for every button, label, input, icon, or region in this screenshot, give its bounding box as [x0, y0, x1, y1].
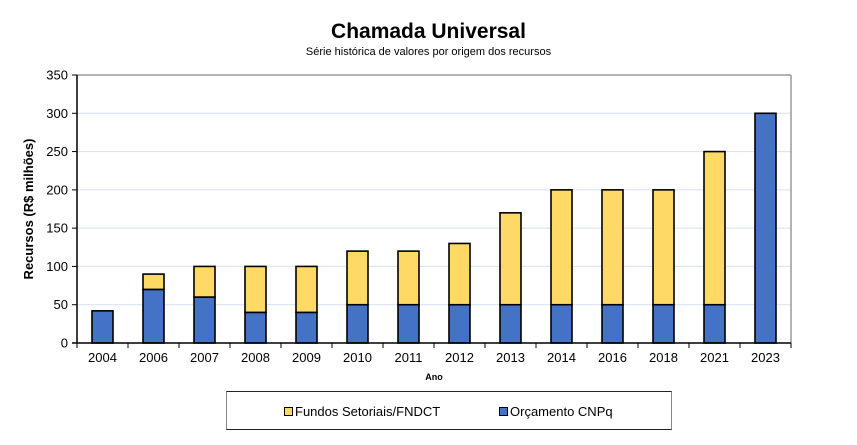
bar-fundos-2021 [703, 150, 726, 306]
bar-cnpq-2006 [142, 288, 165, 344]
x-tick-label: 2010 [343, 350, 372, 365]
bar-fundos-2012 [448, 242, 471, 306]
bar-cnpq-2016 [601, 303, 624, 344]
y-tick-label: 250 [46, 144, 68, 159]
y-tick-label: 200 [46, 182, 68, 197]
x-tick-label: 2009 [292, 350, 321, 365]
y-tick-label: 300 [46, 106, 68, 121]
legend-swatch-cnpq [499, 407, 508, 416]
x-tick-label: 2018 [649, 350, 678, 365]
x-tick-label: 2004 [88, 350, 117, 365]
x-tick-label: 2011 [395, 350, 423, 365]
legend-item-fundos: Fundos Setoriais/FNDCT [284, 404, 440, 419]
y-tick-label: 150 [46, 221, 68, 236]
bar-cnpq-2011 [397, 303, 420, 344]
bar-cnpq-2007 [193, 296, 216, 344]
y-tick-label: 350 [46, 68, 68, 83]
bar-fundos-2011 [397, 250, 420, 306]
bar-cnpq-2013 [499, 303, 522, 344]
bar-cnpq-2012 [448, 303, 471, 344]
bars [91, 112, 777, 344]
y-tick-label: 100 [46, 259, 68, 274]
legend: Fundos Setoriais/FNDCT Orçamento CNPq [226, 391, 672, 430]
x-axis-label: Ano [425, 372, 443, 382]
legend-swatch-fundos [284, 407, 293, 416]
x-tick-label: 2006 [139, 350, 168, 365]
bar-cnpq-2023 [754, 112, 777, 344]
bar-cnpq-2018 [652, 303, 675, 344]
bar-cnpq-2014 [550, 303, 573, 344]
y-tick-label: 50 [54, 297, 68, 312]
chart-title: Chamada Universal [331, 20, 526, 43]
x-tick-label: 2007 [190, 350, 219, 365]
bar-cnpq-2009 [295, 311, 318, 344]
bar-fundos-2013 [499, 212, 522, 306]
legend-label-cnpq: Orçamento CNPq [510, 404, 613, 419]
x-tick-label: 2013 [496, 350, 525, 365]
bar-fundos-2016 [601, 189, 624, 306]
x-tick-label: 2008 [241, 350, 270, 365]
bar-fundos-2008 [244, 265, 267, 314]
x-tick-label: 2014 [547, 350, 576, 365]
y-axis-label: Recursos (R$ milhões) [21, 139, 36, 280]
x-tick-label: 2023 [751, 350, 780, 365]
bar-fundos-2018 [652, 189, 675, 306]
y-tick-labels: 0 50 100 150 200 250 300 350 [46, 68, 68, 351]
bar-fundos-2009 [295, 265, 318, 314]
bar-fundos-2007 [193, 265, 216, 298]
bar-cnpq-2004 [91, 310, 114, 344]
bar-fundos-2006 [142, 273, 165, 291]
bar-cnpq-2010 [346, 303, 369, 344]
legend-item-cnpq: Orçamento CNPq [499, 404, 613, 419]
chart-subtitle: Série histórica de valores por origem do… [305, 46, 552, 58]
x-tick-label: 2021 [700, 350, 729, 365]
legend-label-fundos: Fundos Setoriais/FNDCT [295, 404, 441, 419]
bar-fundos-2010 [346, 250, 369, 306]
bar-cnpq-2008 [244, 311, 267, 344]
x-tick-label: 2016 [598, 350, 627, 365]
bar-cnpq-2021 [703, 303, 726, 344]
axes [72, 74, 792, 348]
x-tick-label: 2012 [445, 350, 474, 365]
bar-fundos-2014 [550, 189, 573, 306]
y-tick-label: 0 [61, 336, 68, 351]
gridlines [77, 112, 791, 306]
x-tick-labels: 2004 2006 2007 2008 2009 2010 2011 2012 2013 2014… [88, 350, 780, 365]
